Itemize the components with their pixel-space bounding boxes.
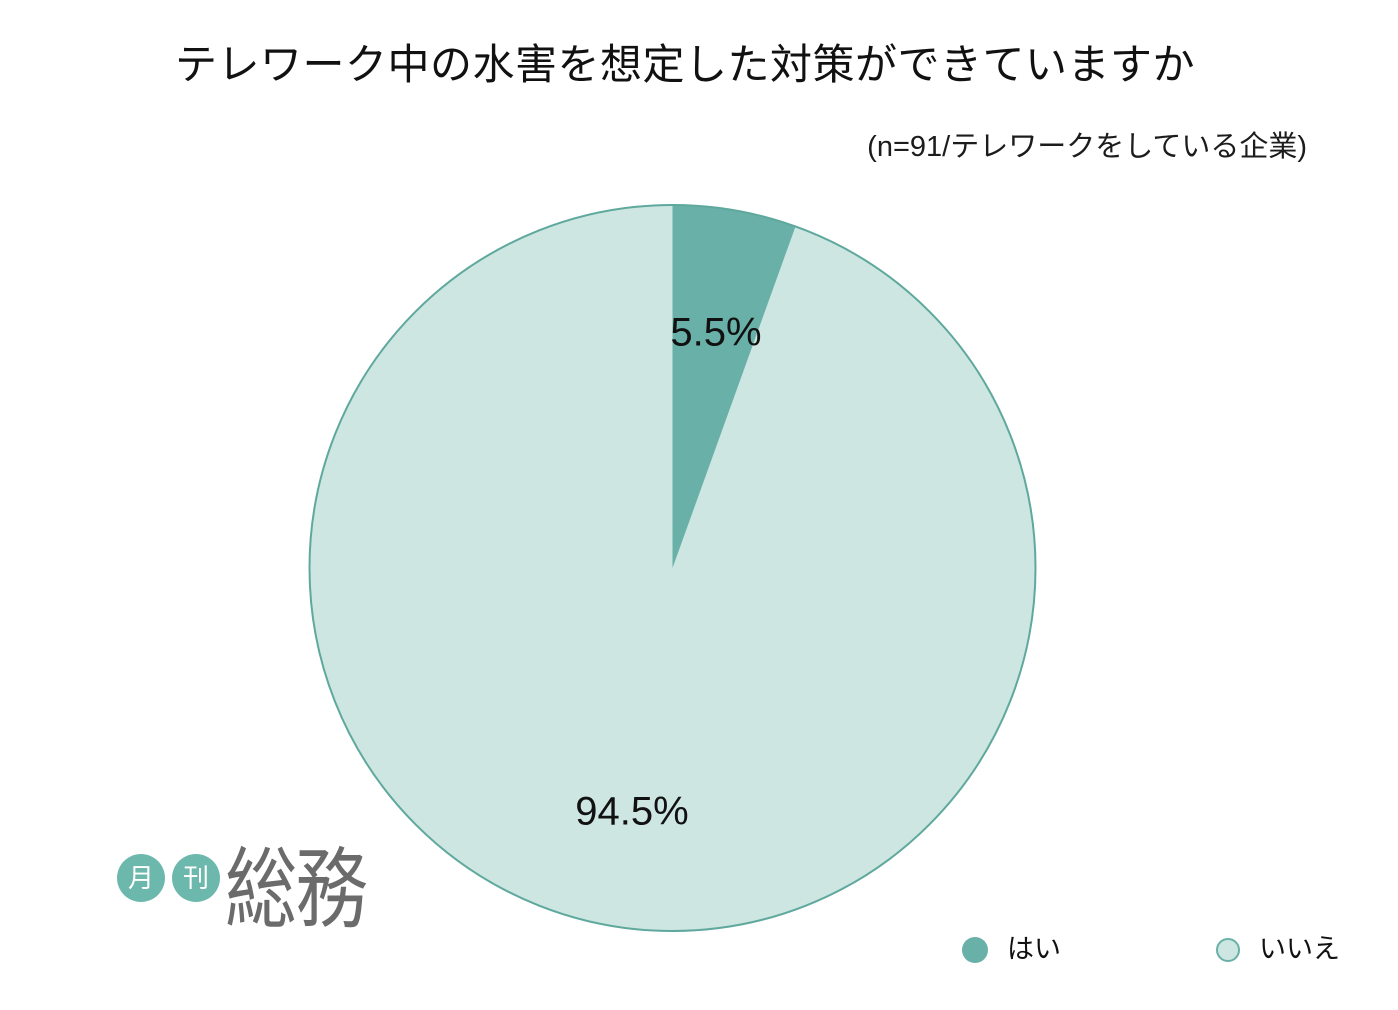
chart-subtitle: (n=91/テレワークをしている企業): [867, 131, 1307, 163]
pie-slice-yes: [672, 205, 796, 568]
legend-swatch-no-icon: [1216, 937, 1240, 962]
legend-item-no: いいえ: [1216, 936, 1340, 963]
logo-circle-gekkan-1: 月: [117, 854, 165, 902]
legend: はい いいえ: [962, 936, 1340, 963]
legend-item-yes: はい: [962, 936, 1061, 963]
logo-circle-gekkan-1-label: 月: [127, 863, 154, 893]
logo-circle-gekkan-2-label: 刊: [182, 863, 209, 893]
legend-swatch-yes-icon: [962, 936, 988, 963]
pie-label-yes: 5.5%: [670, 310, 762, 355]
pie-label-no: 94.5%: [575, 789, 689, 834]
logo-name: 総務: [225, 840, 368, 939]
legend-label-yes: はい: [1007, 934, 1061, 964]
logo-circle-gekkan-2: 刊: [172, 854, 220, 902]
legend-label-no: いいえ: [1259, 934, 1340, 964]
chart-title: テレワーク中の水害を想定した対策ができていますか: [174, 41, 1195, 88]
pie-outline-ring: [308, 204, 1037, 932]
brand-logo: 月 刊 総務: [117, 846, 397, 946]
